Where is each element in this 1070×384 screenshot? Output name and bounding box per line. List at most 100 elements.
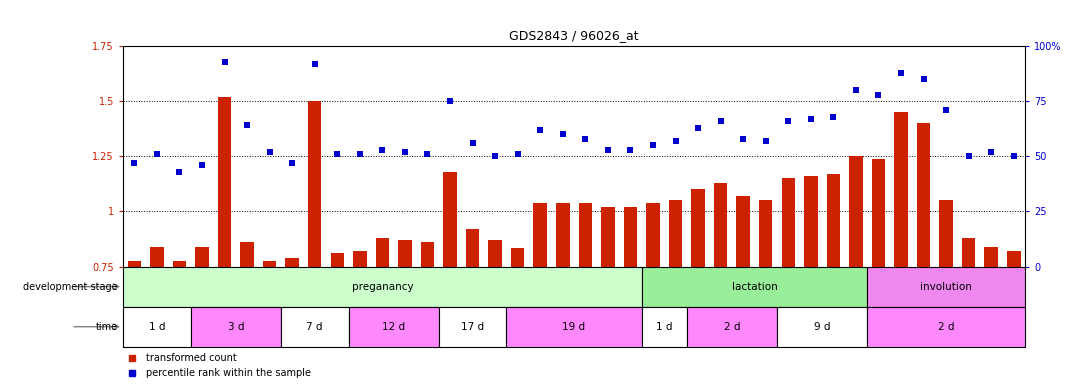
Bar	[123, 307, 190, 347]
Bar	[281, 307, 349, 347]
Point	[667, 138, 684, 144]
Point	[599, 147, 616, 153]
Text: 17 d: 17 d	[461, 322, 484, 332]
Point	[396, 149, 413, 155]
Bar	[646, 203, 660, 266]
Point	[442, 98, 459, 104]
Point	[373, 147, 391, 153]
Point	[825, 114, 842, 120]
Bar	[579, 203, 592, 266]
Point	[758, 138, 775, 144]
Bar	[218, 97, 231, 266]
Point	[126, 160, 143, 166]
Bar	[687, 307, 777, 347]
Bar	[398, 240, 412, 266]
Point	[487, 153, 504, 159]
Bar	[827, 174, 840, 266]
Bar	[443, 172, 457, 266]
Text: time: time	[95, 322, 118, 332]
Point	[554, 131, 571, 137]
Bar	[872, 159, 885, 266]
Point	[712, 118, 729, 124]
Point	[149, 151, 166, 157]
Point	[261, 149, 278, 155]
Bar	[759, 200, 773, 266]
Text: 19 d: 19 d	[563, 322, 585, 332]
Text: percentile rank within the sample: percentile rank within the sample	[146, 369, 310, 379]
Text: 2 d: 2 d	[723, 322, 740, 332]
Bar	[172, 261, 186, 266]
Bar	[895, 112, 907, 266]
Bar	[624, 207, 638, 266]
Bar	[195, 247, 209, 266]
Bar	[376, 238, 389, 266]
Bar	[867, 307, 1025, 347]
Text: development stage: development stage	[24, 281, 118, 291]
Bar	[714, 183, 728, 266]
Point	[239, 122, 256, 129]
Bar	[984, 247, 998, 266]
Text: lactation: lactation	[732, 281, 777, 291]
Bar	[488, 240, 502, 266]
Text: involution: involution	[920, 281, 972, 291]
Point	[847, 87, 865, 93]
Bar	[286, 258, 299, 266]
Point	[216, 58, 233, 65]
Point	[644, 142, 661, 148]
Bar	[349, 307, 439, 347]
Bar	[917, 123, 930, 266]
Bar	[642, 307, 687, 347]
Point	[982, 149, 999, 155]
Bar	[190, 307, 281, 347]
Point	[577, 136, 594, 142]
Point	[1005, 153, 1022, 159]
Bar	[962, 238, 976, 266]
Point	[915, 76, 932, 82]
Point	[892, 70, 910, 76]
Bar	[777, 307, 867, 347]
Bar	[510, 248, 524, 266]
Point	[960, 153, 977, 159]
Point	[802, 116, 820, 122]
Bar	[123, 266, 642, 307]
Text: 3 d: 3 d	[228, 322, 244, 332]
Bar	[263, 261, 276, 266]
Bar	[850, 156, 862, 266]
Bar	[241, 242, 254, 266]
Bar	[736, 196, 750, 266]
Bar	[534, 203, 547, 266]
Text: 9 d: 9 d	[814, 322, 830, 332]
Bar	[642, 266, 867, 307]
Point	[735, 136, 752, 142]
Text: transformed count: transformed count	[146, 353, 236, 363]
Bar	[465, 229, 479, 266]
Point	[194, 162, 211, 168]
Bar	[781, 179, 795, 266]
Point	[351, 151, 368, 157]
Text: preganancy: preganancy	[352, 281, 413, 291]
Bar	[556, 203, 569, 266]
Bar	[331, 253, 345, 266]
Point	[532, 127, 549, 133]
Point	[328, 151, 346, 157]
Point	[306, 61, 323, 67]
Bar	[150, 247, 164, 266]
Text: 7 d: 7 d	[306, 322, 323, 332]
Bar	[867, 266, 1025, 307]
Point	[284, 160, 301, 166]
Point	[870, 91, 887, 98]
Text: 1 d: 1 d	[149, 322, 165, 332]
Point	[171, 169, 188, 175]
Bar	[601, 207, 614, 266]
Point	[509, 151, 526, 157]
Point	[419, 151, 437, 157]
Bar	[506, 307, 642, 347]
Point	[780, 118, 797, 124]
Bar	[1007, 251, 1021, 266]
Point	[689, 124, 706, 131]
Bar	[939, 200, 953, 266]
Point	[622, 147, 639, 153]
Point	[937, 107, 954, 113]
Bar	[353, 251, 367, 266]
Bar	[421, 242, 434, 266]
